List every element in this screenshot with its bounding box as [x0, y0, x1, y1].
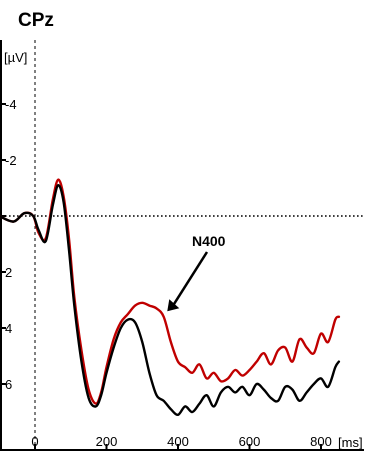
arrow-shaft — [172, 251, 209, 306]
x-tick-label: 600 — [239, 434, 261, 449]
y-tick-label: 2 — [5, 265, 12, 280]
x-tick-label: 400 — [167, 434, 189, 449]
n400-label: N400 — [192, 233, 226, 249]
y-tick-label: -2 — [5, 153, 17, 168]
n400-arrow — [167, 251, 209, 312]
y-unit-label: [µV] — [4, 50, 27, 65]
x-tick-label: 0 — [31, 434, 38, 449]
y-tick-label: -4 — [5, 97, 17, 112]
x-tick-label: 800 — [310, 434, 332, 449]
axes-group: -4 -2 2 4 6 0 200 400 600 800 — [0, 40, 364, 451]
y-tick-label: 6 — [5, 377, 12, 392]
y-tick-label: 4 — [5, 321, 12, 336]
x-tick-label: 200 — [96, 434, 118, 449]
series-group — [0, 178, 341, 417]
n400-annotation: N400 — [167, 233, 226, 312]
chart-title: CPz — [18, 10, 54, 31]
series-black-line — [0, 184, 341, 417]
arrow-head — [167, 299, 180, 312]
x-unit-label: [ms] — [338, 435, 363, 450]
